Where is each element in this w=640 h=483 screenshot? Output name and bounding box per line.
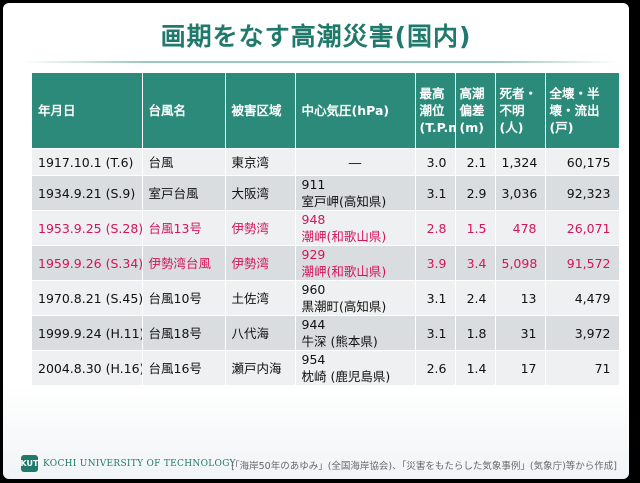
row-date: 1959.9.26 (S.34)	[32, 245, 143, 281]
row-typhoon-name: 台風16号	[142, 350, 226, 386]
row-typhoon-name: 台風18号	[142, 315, 226, 351]
row-casualties: 5,098	[495, 245, 546, 281]
logo-text: KOCHI UNIVERSITY OF TECHNOLOGY	[43, 458, 236, 469]
row-date: 1999.9.24 (H.11)	[32, 315, 143, 351]
table-header-row: 年月日 台風名 被害区域 中心気圧(hPa) 最高潮位(T.P.m) 高潮偏差(…	[32, 73, 620, 149]
row-date: 2004.8.30 (H.16)	[32, 350, 143, 386]
header-casualties: 死者・不明(人)	[495, 73, 546, 149]
row-pressure: 948 潮岬(和歌山県)	[295, 210, 416, 246]
header-max-tide: 最高潮位(T.P.m)	[415, 73, 456, 149]
source-note: [「海岸50年のあゆみ」(全国海岸協会)、「災害をもたらした気象事例」(気象庁)…	[231, 461, 617, 472]
table-row: 1959.9.26 (S.34) 伊勢湾台風 伊勢湾 929 潮岬(和歌山県) 3.9 3.…	[32, 245, 620, 281]
title-divider	[23, 61, 619, 63]
table-row: 1917.10.1 (T.6) 台風 東京湾 ― 3.0 2.1 1,324 60,175	[32, 148, 620, 176]
row-typhoon-name: 伊勢湾台風	[142, 245, 226, 281]
header-houses: 全壊・半壊・流出(戸)	[545, 73, 620, 149]
row-max-tide: 3.1	[415, 280, 456, 316]
table-row: 2004.8.30 (H.16) 台風16号 瀬戸内海 954 枕崎 (鹿児島県) 2.6…	[32, 350, 620, 386]
header-pressure: 中心気圧(hPa)	[295, 73, 416, 149]
row-casualties: 13	[495, 280, 546, 316]
logo-mark: KUT	[21, 455, 39, 472]
header-damage-area: 被害区域	[225, 73, 296, 149]
pressure-value: 911	[301, 177, 326, 192]
row-deviation: 1.4	[455, 350, 496, 386]
pressure-location: 牛深 (熊本県)	[301, 334, 378, 349]
row-casualties: 3,036	[495, 175, 546, 211]
row-pressure: ―	[295, 148, 416, 176]
row-pressure: 954 枕崎 (鹿児島県)	[295, 350, 416, 386]
row-damage-area: 伊勢湾	[225, 210, 296, 246]
page-title: 画期をなす高潮災害(国内)	[160, 22, 472, 51]
pressure-location: 潮岬(和歌山県)	[301, 229, 387, 244]
row-max-tide: 3.1	[415, 315, 456, 351]
row-typhoon-name: 台風	[142, 148, 226, 176]
row-deviation: 3.4	[455, 245, 496, 281]
row-casualties: 17	[495, 350, 546, 386]
university-logo: KUT KOCHI UNIVERSITY OF TECHNOLOGY	[21, 455, 236, 472]
table-row: 1970.8.21 (S.45) 台風10号 土佐湾 960 黒潮町(高知県) 3.1 2.…	[32, 280, 620, 316]
row-typhoon-name: 室戸台風	[142, 175, 226, 211]
row-casualties: 478	[495, 210, 546, 246]
row-pressure: 944 牛深 (熊本県)	[295, 315, 416, 351]
row-deviation: 2.9	[455, 175, 496, 211]
header-typhoon-name: 台風名	[142, 73, 226, 149]
table-row: 1953.9.25 (S.28) 台風13号 伊勢湾 948 潮岬(和歌山県) 2.8 1.…	[32, 210, 620, 246]
row-date: 1917.10.1 (T.6)	[32, 148, 143, 176]
pressure-location: 枕崎 (鹿児島県)	[301, 369, 391, 384]
row-typhoon-name: 台風10号	[142, 280, 226, 316]
pressure-value: ―	[348, 154, 362, 170]
slide: 画期をなす高潮災害(国内) 年月日 台風名 被害区域 中心気圧(hPa) 最高潮…	[3, 3, 629, 479]
pressure-location: 黒潮町(高知県)	[301, 299, 387, 314]
storm-surge-table: 年月日 台風名 被害区域 中心気圧(hPa) 最高潮位(T.P.m) 高潮偏差(…	[32, 73, 620, 386]
row-pressure: 929 潮岬(和歌山県)	[295, 245, 416, 281]
row-max-tide: 3.1	[415, 175, 456, 211]
row-houses: 26,071	[545, 210, 620, 246]
header-deviation: 高潮偏差(m)	[455, 73, 496, 149]
row-date: 1953.9.25 (S.28)	[32, 210, 143, 246]
row-damage-area: 東京湾	[225, 148, 296, 176]
row-damage-area: 八代海	[225, 315, 296, 351]
row-date: 1934.9.21 (S.9)	[32, 175, 143, 211]
row-houses: 92,323	[545, 175, 620, 211]
row-damage-area: 瀬戸内海	[225, 350, 296, 386]
table-row: 1934.9.21 (S.9) 室戸台風 大阪湾 911 室戸岬(高知県) 3.1 2.9 3…	[32, 175, 620, 211]
row-houses: 3,972	[545, 315, 620, 351]
pressure-value: 960	[301, 282, 326, 297]
row-max-tide: 3.9	[415, 245, 456, 281]
row-max-tide: 2.6	[415, 350, 456, 386]
row-deviation: 2.1	[455, 148, 496, 176]
table-row: 1999.9.24 (H.11) 台風18号 八代海 944 牛深 (熊本県) 3.1 1.…	[32, 315, 620, 351]
row-deviation: 1.5	[455, 210, 496, 246]
pressure-value: 948	[301, 212, 326, 227]
row-date: 1970.8.21 (S.45)	[32, 280, 143, 316]
pressure-location: 室戸岬(高知県)	[301, 194, 387, 209]
row-houses: 60,175	[545, 148, 620, 176]
row-casualties: 31	[495, 315, 546, 351]
row-damage-area: 伊勢湾	[225, 245, 296, 281]
pressure-value: 944	[301, 317, 326, 332]
row-deviation: 1.8	[455, 315, 496, 351]
row-pressure: 911 室戸岬(高知県)	[295, 175, 416, 211]
row-houses: 71	[545, 350, 620, 386]
row-max-tide: 2.8	[415, 210, 456, 246]
row-damage-area: 大阪湾	[225, 175, 296, 211]
header-date: 年月日	[32, 73, 143, 149]
row-typhoon-name: 台風13号	[142, 210, 226, 246]
row-casualties: 1,324	[495, 148, 546, 176]
pressure-value: 929	[301, 247, 326, 262]
row-deviation: 2.4	[455, 280, 496, 316]
row-damage-area: 土佐湾	[225, 280, 296, 316]
pressure-value: 954	[301, 352, 326, 367]
row-pressure: 960 黒潮町(高知県)	[295, 280, 416, 316]
pressure-location: 潮岬(和歌山県)	[301, 264, 387, 279]
row-max-tide: 3.0	[415, 148, 456, 176]
row-houses: 4,479	[545, 280, 620, 316]
row-houses: 91,572	[545, 245, 620, 281]
